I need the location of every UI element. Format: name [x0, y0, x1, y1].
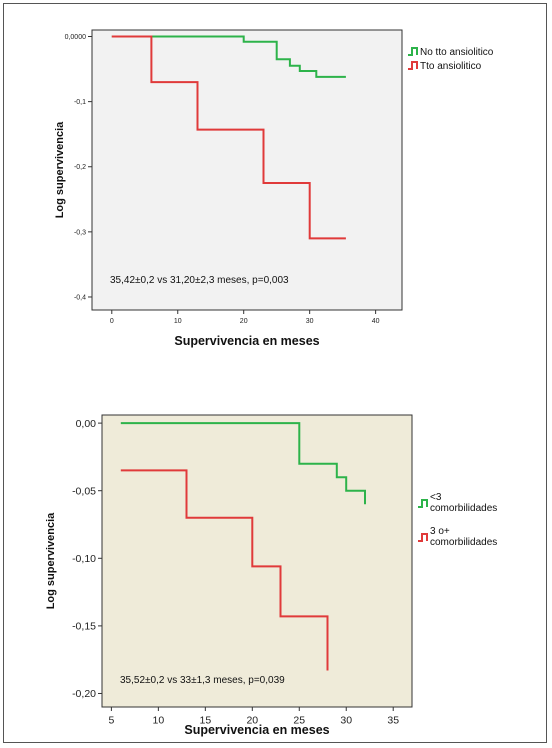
- chart2-x-tick-label: 35: [387, 715, 399, 727]
- chart1-plot-area: [91, 29, 403, 311]
- chart2-x-tick-label: 15: [199, 715, 211, 727]
- chart1-x-tick-label: 20: [240, 318, 248, 325]
- chart1-series-line-2: [111, 35, 346, 240]
- chart1-legend-label-2: Tto ansiolitico: [420, 61, 482, 72]
- chart2-x-tick-label: 5: [108, 715, 114, 727]
- chart2-legend-label-2: comorbilidades: [430, 537, 497, 548]
- chart2-legend-label-1: <3: [430, 492, 442, 503]
- chart2-legend-marker-1: [418, 499, 428, 508]
- chart2-x-tick-label: 10: [153, 715, 165, 727]
- chart1-y-tick-label: -0,4: [74, 294, 86, 301]
- chart2-plot-area: [101, 414, 413, 708]
- chart2-legend-label-2: 3 o+: [430, 526, 450, 537]
- chart1-x-tick-label: 10: [174, 318, 182, 325]
- chart2-legend-marker-2: [418, 533, 428, 542]
- chart2-series-line-2: [120, 469, 329, 671]
- chart1-y-tick-label: -0,1: [74, 99, 86, 106]
- chart1-x-tick-label: 40: [372, 318, 380, 325]
- chart2-y-tick-label: -0,05: [72, 485, 96, 497]
- chart1-x-tick-label: 30: [306, 318, 314, 325]
- chart2-x-axis-label: Supervivencia en meses: [184, 723, 329, 737]
- chart1-legend-label-1: No tto ansiolitico: [420, 47, 494, 58]
- chart1-y-tick-label: -0,2: [74, 164, 86, 171]
- chart2-stats-annotation: 35,52±0,2 vs 33±1,3 meses, p=0,039: [120, 675, 285, 686]
- chart2-y-tick-label: 0,00: [76, 418, 97, 430]
- chart1-x-axis-label: Supervivencia en meses: [174, 334, 319, 348]
- chart1-y-tick-label: 0,0000: [65, 34, 87, 41]
- chart1-legend-marker-1: [408, 47, 418, 56]
- chart1-x-tick-label: 0: [110, 318, 114, 325]
- chart1-legend-marker-2: [408, 61, 418, 70]
- chart2-legend-label-1: comorbilidades: [430, 503, 497, 514]
- chart2-y-tick-label: -0,20: [72, 688, 96, 700]
- chart2-y-tick-label: -0,10: [72, 553, 96, 565]
- chart2-x-tick-label: 30: [340, 715, 352, 727]
- chart1-y-tick-label: -0,3: [74, 229, 86, 236]
- chart2-x-tick-label: 20: [246, 715, 258, 727]
- chart1-y-axis-label: Log supervivencia: [54, 121, 66, 218]
- chart2-y-axis-label: Log supervivencia: [45, 512, 57, 609]
- chart2-series-line-1: [120, 422, 366, 505]
- chart2-y-tick-label: -0,15: [72, 621, 96, 633]
- chart1-series-line-1: [111, 35, 346, 78]
- figure-frame: [3, 3, 547, 743]
- chart2-x-tick-label: 25: [293, 715, 305, 727]
- chart1-stats-annotation: 35,42±0,2 vs 31,20±2,3 meses, p=0,003: [110, 275, 289, 286]
